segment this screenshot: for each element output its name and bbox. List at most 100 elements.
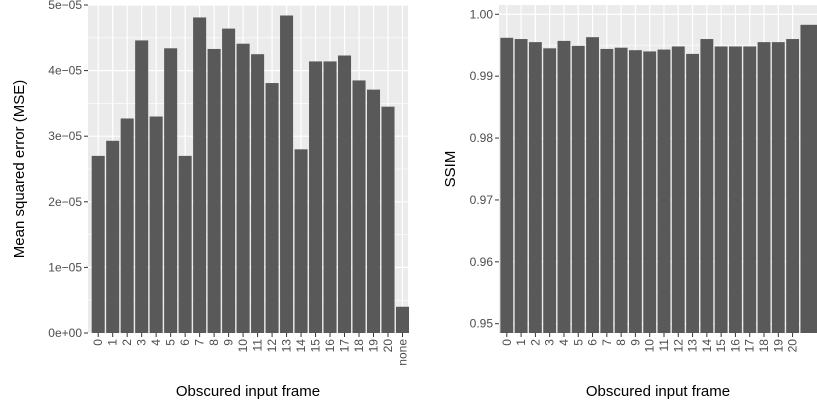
x-tick-label: 10 <box>236 339 250 353</box>
x-tick-label: 2 <box>528 339 542 346</box>
bar-9 <box>628 50 642 333</box>
x-tick-label: 3 <box>543 339 557 346</box>
bar-13 <box>686 53 700 334</box>
bar-0 <box>500 37 514 334</box>
x-tick-label: 6 <box>586 339 600 346</box>
x-tick-label: 19 <box>367 339 381 353</box>
x-tick-label: 7 <box>600 339 614 346</box>
y-tick-label: 1.00 <box>470 7 494 21</box>
bar-partial <box>800 24 817 334</box>
bar-none <box>395 306 410 333</box>
x-tick-label: 5 <box>164 339 178 346</box>
y-tick-label: 5e−05 <box>48 0 82 12</box>
x-axis-title: Obscured input frame <box>586 383 730 400</box>
bar-7 <box>193 17 207 334</box>
x-tick-label: none <box>395 339 409 366</box>
x-tick-label: 18 <box>352 339 366 353</box>
x-tick-label: 8 <box>614 339 628 346</box>
bar-6 <box>586 37 599 334</box>
x-axis-title: Obscured input frame <box>176 383 320 400</box>
bar-7 <box>600 48 614 333</box>
bar-11 <box>657 49 671 333</box>
x-tick-label: 17 <box>338 339 352 353</box>
x-tick-label: 15 <box>309 339 323 353</box>
bar-5 <box>571 45 585 334</box>
x-tick-label: 5 <box>571 339 585 346</box>
bar-6 <box>178 155 192 333</box>
y-axis-title: Mean squared error (MSE) <box>11 80 28 258</box>
x-tick-label: 1 <box>514 339 528 346</box>
x-tick-label: 9 <box>222 339 236 346</box>
x-tick-label: 0 <box>91 339 105 346</box>
x-tick-label: 12 <box>265 339 279 353</box>
bar-10 <box>643 51 657 333</box>
bar-0 <box>91 155 105 333</box>
y-tick-label: 2e−05 <box>48 195 82 209</box>
x-tick-label: 3 <box>135 339 149 346</box>
bar-2 <box>528 42 542 333</box>
bar-8 <box>614 47 628 334</box>
x-tick-label: 1 <box>106 339 120 346</box>
x-tick-label: 4 <box>149 339 163 346</box>
x-tick-label: 18 <box>757 339 771 353</box>
bar-18 <box>757 42 771 333</box>
x-tick-label: 16 <box>323 339 337 353</box>
bar-17 <box>338 55 352 334</box>
y-tick-label: 3e−05 <box>48 129 82 143</box>
bar-8 <box>207 48 221 334</box>
bar-16 <box>323 61 337 333</box>
bar-20 <box>381 106 395 334</box>
x-tick-label: 14 <box>700 339 714 353</box>
x-tick-label: 14 <box>294 339 308 353</box>
ssim-chart: 0.950.960.970.980.991.000 1 2 3 4 5 6 7 8 9 10 11 12… <box>442 5 817 400</box>
bar-19 <box>366 89 381 334</box>
x-tick-label: 12 <box>671 339 685 353</box>
x-tick-label: 13 <box>686 339 700 353</box>
x-tick-label: 10 <box>643 339 657 353</box>
bar-1 <box>514 39 528 334</box>
bar-2 <box>120 118 134 333</box>
x-tick-label: 11 <box>251 339 265 352</box>
x-tick-label: 8 <box>207 339 221 346</box>
x-tick-label: 20 <box>381 339 395 353</box>
x-tick-label: 4 <box>557 339 571 346</box>
bar-12 <box>671 46 685 334</box>
y-tick-label: 0.95 <box>470 317 494 331</box>
bar-12 <box>265 83 279 334</box>
x-tick-label: 16 <box>728 339 742 353</box>
bar-18 <box>352 80 366 333</box>
y-tick-label: 0.96 <box>470 255 494 269</box>
x-tick-label: 7 <box>193 339 207 346</box>
bar-4 <box>149 116 163 334</box>
bar-20 <box>786 39 800 334</box>
bar-4 <box>557 40 571 333</box>
y-tick-label: 4e−05 <box>48 64 82 78</box>
y-tick-label: 0.99 <box>470 69 494 83</box>
bar-16 <box>729 46 742 334</box>
bar-9 <box>222 28 236 334</box>
x-tick-label: 13 <box>280 339 294 353</box>
y-tick-label: 0.97 <box>470 193 494 207</box>
x-tick-label: 11 <box>657 339 671 352</box>
bar-17 <box>743 46 757 334</box>
bar-10 <box>236 43 250 333</box>
y-axis-title: SSIM <box>442 151 459 188</box>
bar-3 <box>135 40 149 333</box>
x-tick-label: 20 <box>786 339 800 353</box>
y-tick-label: 0e+00 <box>48 326 82 340</box>
bar-1 <box>106 140 120 333</box>
bar-15 <box>714 46 728 334</box>
bar-5 <box>164 48 178 334</box>
x-tick-label: 15 <box>714 339 728 353</box>
bar-3 <box>543 48 557 334</box>
bar-15 <box>309 61 323 333</box>
y-tick-label: 0.98 <box>470 131 494 145</box>
bar-19 <box>771 42 785 333</box>
bar-13 <box>280 15 294 333</box>
bar-11 <box>251 54 265 333</box>
x-tick-label: 9 <box>628 339 642 346</box>
bar-14 <box>700 39 714 334</box>
x-tick-label: 17 <box>743 339 757 353</box>
